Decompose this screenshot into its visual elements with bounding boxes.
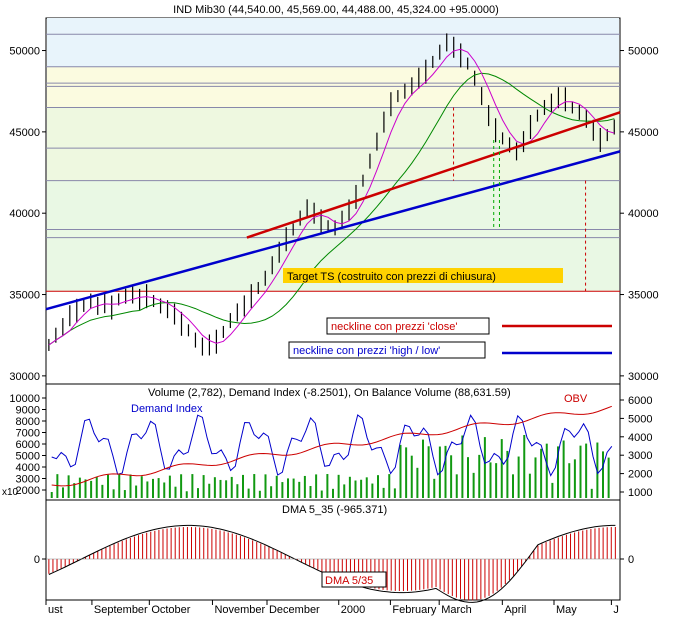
price-tick-label-right-0: 50000 — [628, 46, 659, 58]
axis-multiplier: x10 — [2, 487, 19, 498]
ind-tick-label-right-1: 5000 — [628, 413, 652, 425]
dma-tick-label-right: 0 — [628, 554, 634, 566]
ind-tick-label-left-2: 8000 — [16, 416, 40, 428]
legend-highlow-box — [288, 341, 486, 359]
ind-tick-label-left-1: 9000 — [16, 405, 40, 417]
indicator-panel-frame — [45, 383, 621, 501]
ind-tick-label-right-0: 6000 — [628, 395, 652, 407]
month-label-4: December — [269, 604, 320, 616]
target-label: Target TS (costruito con prezzi di chius… — [287, 271, 496, 283]
price-band-1 — [47, 66, 619, 108]
dma-label: DMA 5/35 — [325, 575, 373, 587]
horizontal-levels — [46, 33, 620, 292]
ind-tick-label-left-0: 10000 — [9, 393, 40, 405]
month-label-9: May — [556, 604, 577, 616]
dma-line — [48, 524, 616, 603]
necklines — [45, 107, 621, 311]
price-tick-label-right-4: 30000 — [628, 371, 659, 383]
month-label-3: November — [214, 604, 265, 616]
ind-tick-label-right-2: 4000 — [628, 432, 652, 444]
price-tick-label-left-2: 40000 — [9, 208, 40, 220]
month-label-1: September — [94, 604, 148, 616]
ma-short-line — [48, 48, 615, 346]
target-label-bg — [283, 268, 563, 283]
ind-tick-label-right-5: 1000 — [628, 487, 652, 499]
legend-highlow-text: neckline con prezzi 'high / low' — [293, 345, 440, 357]
dma-panel-frame — [45, 499, 621, 601]
dma-bars — [46, 524, 620, 603]
ind-tick-label-left-5: 5000 — [16, 451, 40, 463]
month-label-7: March — [441, 604, 472, 616]
neckline-highlow — [45, 150, 621, 311]
neckline-close — [246, 111, 621, 239]
ma-long-line — [48, 72, 615, 346]
month-label-5: 2000 — [341, 604, 365, 616]
price-tick-label-left-1: 45000 — [9, 127, 40, 139]
price-tick-label-right-2: 40000 — [628, 208, 659, 220]
ind-tick-label-left-3: 7000 — [16, 428, 40, 440]
indicator-lines — [51, 405, 613, 487]
month-label-10: J — [613, 604, 619, 616]
ind-tick-label-right-4: 2000 — [628, 469, 652, 481]
dma-tick-label-left: 0 — [34, 554, 40, 566]
legend-close-box — [326, 317, 490, 335]
ind-tick-label-left-6: 4000 — [16, 462, 40, 474]
chart-title: IND Mib30 (44,540.00, 45,569.00, 44,488.… — [173, 4, 499, 16]
dma-title: DMA 5_35 (-965.371) — [282, 504, 387, 516]
indicator-axis-ticks: 1000090008000700060005000400030002000600… — [9, 393, 652, 499]
month-labels: ust September October November December 2000 F… — [45, 600, 619, 616]
price-band-0 — [47, 18, 619, 67]
price-series — [48, 33, 615, 356]
legend-close-text: neckline con prezzi 'close' — [331, 321, 457, 333]
price-band-2 — [47, 107, 619, 181]
indicator-title: Volume (2,782), Demand Index (-8.2501), … — [148, 387, 511, 399]
price-axis-ticks: 50000 50000 45000 45000 40000 40000 35000 35000… — [9, 46, 658, 383]
month-label-0: ust — [48, 604, 63, 616]
ind-tick-label-left-7: 3000 — [16, 474, 40, 486]
ind-tick-label-left-4: 6000 — [16, 439, 40, 451]
month-label-2: October — [151, 604, 190, 616]
price-tick-label-left-3: 35000 — [9, 290, 40, 302]
demand-index-label: Demand Index — [131, 403, 203, 415]
price-tick-label-left-0: 50000 — [9, 46, 40, 58]
month-label-6: February — [392, 604, 437, 616]
price-tick-label-right-3: 35000 — [628, 290, 659, 302]
month-label-8: April — [504, 604, 526, 616]
ind-tick-label-right-3: 3000 — [628, 450, 652, 462]
ind-tick-label-left-8: 2000 — [16, 485, 40, 497]
demand-index-line — [51, 414, 613, 477]
dma-label-box — [321, 571, 387, 588]
price-tick-label-right-1: 45000 — [628, 127, 659, 139]
volume-bars — [50, 434, 610, 498]
obv-label: OBV — [564, 393, 588, 405]
price-tick-label-left-4: 30000 — [9, 371, 40, 383]
obv-line — [51, 405, 612, 487]
